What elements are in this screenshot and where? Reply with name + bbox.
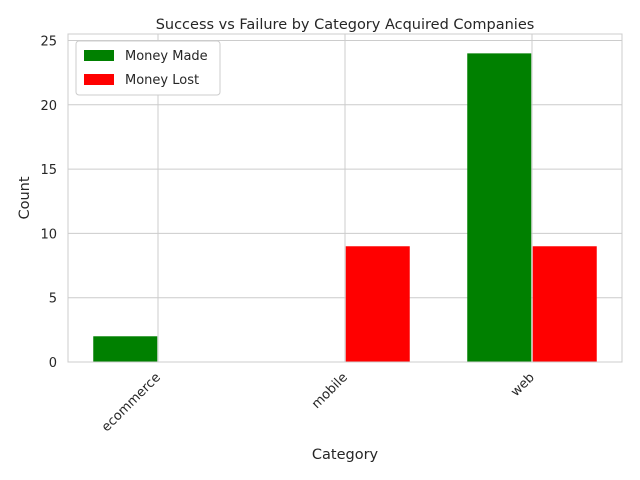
legend-label-money-lost: Money Lost	[125, 73, 199, 88]
y-tick-labels: 0 5 10 15 20 25	[40, 35, 57, 372]
legend-swatch-money-made	[84, 50, 114, 61]
y-tick-label-2: 10	[40, 227, 57, 242]
bar-money-made-web	[467, 53, 532, 363]
y-tick-label-3: 15	[40, 163, 57, 178]
bar-money-made-ecommerce	[93, 336, 158, 362]
bar-money-lost-web	[532, 246, 597, 362]
legend-label-money-made: Money Made	[125, 49, 208, 64]
y-tick-label-5: 25	[40, 35, 57, 50]
plot-frame	[67, 33, 623, 363]
chart-title: Success vs Failure by Category Acquired …	[156, 17, 535, 33]
y-tick-label-0: 0	[49, 356, 57, 371]
legend-swatch-money-lost	[84, 74, 114, 85]
y-tick-label-1: 5	[49, 292, 57, 307]
x-axis-label: Category	[312, 447, 379, 463]
y-tick-label-4: 20	[40, 99, 57, 114]
bars-layer	[93, 53, 597, 363]
bar-money-lost-mobile	[345, 246, 410, 362]
y-axis-label: Count	[17, 176, 33, 219]
legend: Money Made Money Lost	[75, 40, 221, 96]
